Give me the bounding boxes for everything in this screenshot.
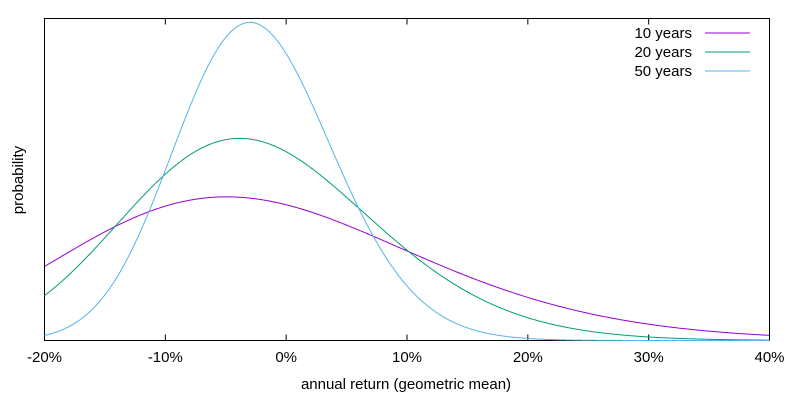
x-tick-label: 10% — [392, 349, 422, 366]
x-tick-label: 30% — [634, 349, 664, 366]
x-tick-label: 20% — [513, 349, 543, 366]
series-line-20-years — [44, 137, 770, 341]
x-tick-label: -20% — [27, 349, 62, 366]
x-axis-label: annual return (geometric mean) — [301, 376, 511, 393]
x-tick-label: 0% — [275, 349, 297, 366]
x-tick-label: -10% — [148, 349, 183, 366]
y-axis-label: probability — [10, 145, 27, 214]
legend-label: 50 years — [634, 63, 692, 80]
x-tick-label: 40% — [754, 349, 784, 366]
series-line-50-years — [44, 21, 770, 341]
series-line-10-years — [44, 196, 770, 336]
legend-label: 10 years — [634, 25, 692, 42]
legend-label: 20 years — [634, 44, 692, 61]
